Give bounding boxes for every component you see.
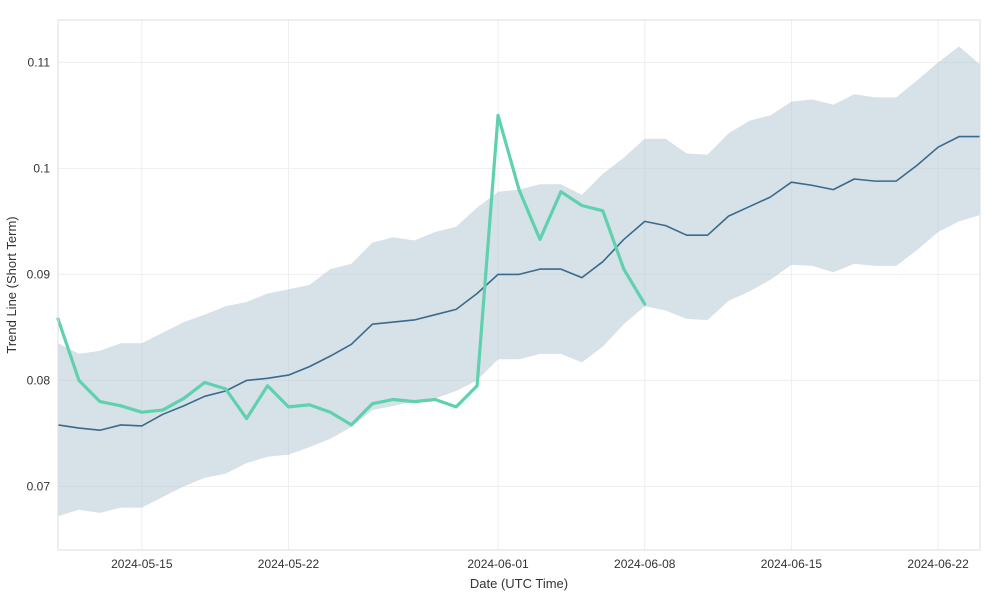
y-tick-label: 0.09: [27, 267, 51, 281]
y-tick-label: 0.08: [27, 373, 51, 387]
x-tick-label: 2024-06-01: [467, 557, 529, 571]
y-tick-label: 0.07: [27, 479, 51, 493]
y-tick-label: 0.1: [33, 161, 50, 175]
trend-chart: 0.070.080.090.10.112024-05-152024-05-222…: [0, 0, 1000, 600]
x-tick-label: 2024-06-15: [761, 557, 823, 571]
x-tick-label: 2024-06-22: [907, 557, 969, 571]
x-tick-label: 2024-06-08: [614, 557, 676, 571]
chart-svg: 0.070.080.090.10.112024-05-152024-05-222…: [0, 0, 1000, 600]
confidence-band: [58, 47, 980, 517]
x-axis-ticks: 2024-05-15 2024-05-22 2024-06-01 2024-06-08…: [111, 557, 969, 571]
x-axis-label: Date (UTC Time): [470, 576, 568, 591]
y-tick-label: 0.11: [28, 55, 51, 69]
x-tick-label: 2024-05-15: [111, 557, 173, 571]
y-axis-label: Trend Line (Short Term): [4, 216, 19, 353]
y-axis-ticks: 0.07 0.08 0.09 0.1 0.11: [27, 55, 51, 493]
x-tick-label: 2024-05-22: [258, 557, 320, 571]
